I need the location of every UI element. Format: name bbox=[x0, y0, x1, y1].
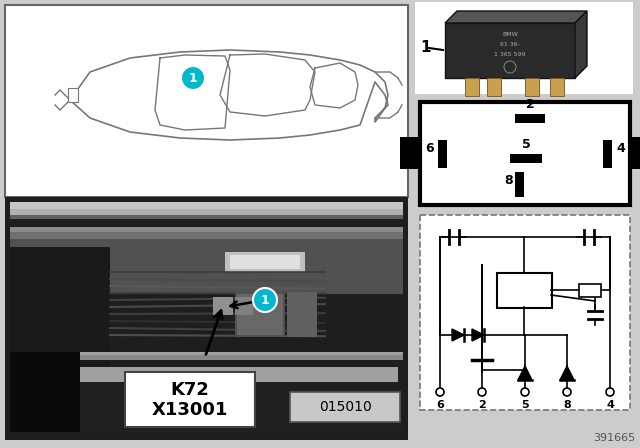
Polygon shape bbox=[472, 329, 484, 341]
Bar bbox=[10, 239, 403, 294]
Text: K72: K72 bbox=[171, 381, 209, 399]
Polygon shape bbox=[452, 329, 464, 341]
Text: 1: 1 bbox=[420, 40, 431, 56]
Text: 015010: 015010 bbox=[319, 400, 371, 414]
Circle shape bbox=[253, 288, 277, 312]
Bar bbox=[125, 372, 255, 427]
Bar bbox=[290, 392, 400, 422]
Text: 391665: 391665 bbox=[593, 433, 635, 443]
Circle shape bbox=[521, 388, 529, 396]
Circle shape bbox=[606, 388, 614, 396]
Bar bbox=[10, 202, 403, 209]
Bar bbox=[287, 292, 317, 337]
Text: 1 365 599: 1 365 599 bbox=[494, 52, 525, 57]
Text: 5: 5 bbox=[522, 138, 531, 151]
Bar bbox=[438, 140, 447, 168]
Circle shape bbox=[563, 388, 571, 396]
Bar bbox=[213, 297, 233, 315]
Polygon shape bbox=[560, 366, 574, 380]
Circle shape bbox=[436, 388, 444, 396]
Bar bbox=[550, 78, 564, 96]
Bar bbox=[510, 154, 542, 163]
Bar bbox=[487, 78, 501, 96]
Bar bbox=[10, 352, 403, 355]
Bar bbox=[515, 114, 545, 123]
Bar bbox=[630, 137, 640, 169]
Bar bbox=[525, 78, 539, 96]
Bar bbox=[515, 172, 524, 197]
Bar bbox=[10, 247, 110, 367]
Bar bbox=[445, 23, 575, 78]
Bar bbox=[10, 382, 403, 432]
Circle shape bbox=[478, 388, 486, 396]
Bar bbox=[225, 252, 305, 272]
Polygon shape bbox=[518, 366, 532, 380]
Text: 2: 2 bbox=[525, 98, 534, 111]
Circle shape bbox=[181, 66, 205, 90]
Bar bbox=[603, 140, 612, 168]
Bar bbox=[237, 294, 283, 335]
Text: 1: 1 bbox=[189, 72, 197, 85]
Bar bbox=[10, 227, 403, 232]
Bar bbox=[10, 227, 403, 239]
Bar bbox=[420, 215, 630, 410]
Bar bbox=[579, 284, 601, 297]
Text: X13001: X13001 bbox=[152, 401, 228, 419]
Text: BMW: BMW bbox=[502, 33, 518, 38]
Bar bbox=[230, 255, 300, 269]
Text: 1: 1 bbox=[260, 293, 269, 306]
Bar bbox=[420, 102, 630, 205]
Bar bbox=[415, 2, 633, 94]
Bar bbox=[10, 352, 403, 360]
Bar bbox=[10, 367, 398, 382]
Text: 61 36-: 61 36- bbox=[500, 43, 520, 47]
Bar bbox=[10, 215, 403, 219]
Polygon shape bbox=[575, 11, 587, 78]
Bar bbox=[400, 137, 420, 169]
Text: 8: 8 bbox=[504, 174, 513, 187]
Bar bbox=[68, 88, 78, 102]
Text: 2: 2 bbox=[478, 400, 486, 410]
Text: 8: 8 bbox=[563, 400, 571, 410]
Bar bbox=[5, 197, 408, 440]
Bar bbox=[10, 202, 403, 217]
Text: 4: 4 bbox=[606, 400, 614, 410]
Polygon shape bbox=[445, 11, 587, 23]
Text: 5: 5 bbox=[521, 400, 529, 410]
Bar bbox=[235, 297, 253, 315]
Bar bbox=[465, 78, 479, 96]
Text: 6: 6 bbox=[426, 142, 434, 155]
Bar bbox=[235, 292, 285, 337]
Text: 4: 4 bbox=[616, 142, 625, 155]
Bar bbox=[10, 352, 80, 432]
Bar bbox=[497, 273, 552, 308]
Bar bbox=[5, 5, 408, 197]
Text: 6: 6 bbox=[436, 400, 444, 410]
